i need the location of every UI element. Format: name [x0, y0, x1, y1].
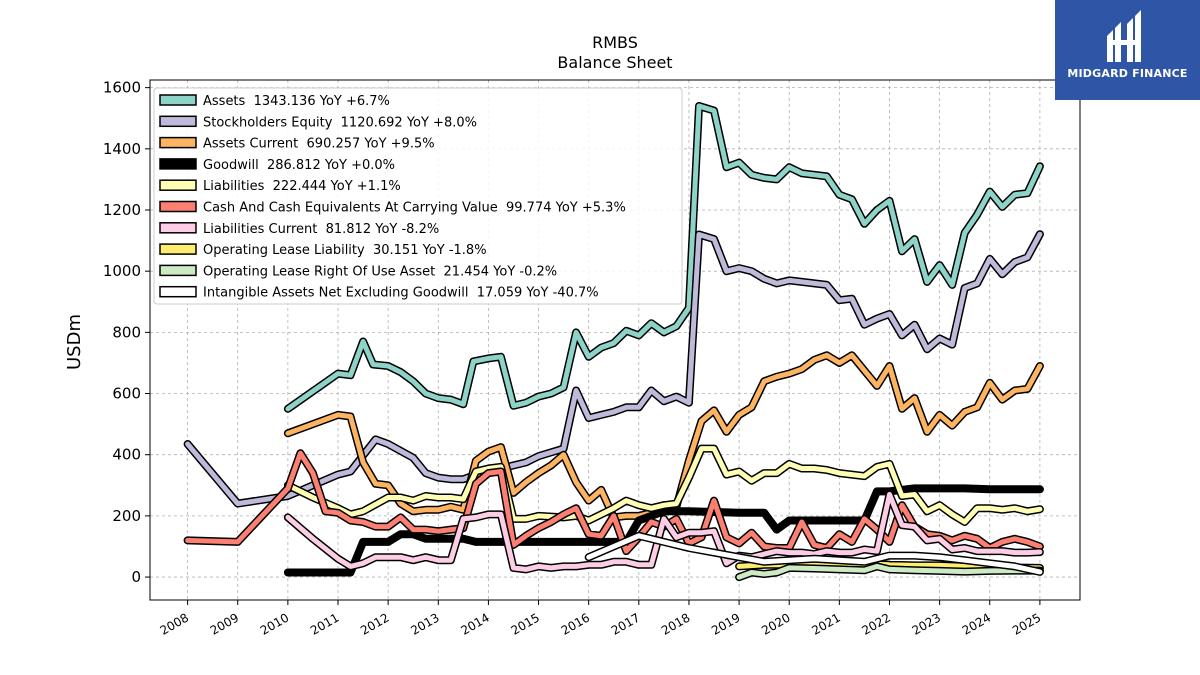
series-line-outline: [283, 351, 1044, 522]
series-line: [736, 563, 1043, 580]
x-tick-label: 2023: [910, 610, 943, 637]
series-line: [285, 446, 1043, 525]
x-tick-label: 2016: [559, 610, 592, 637]
x-tick-label: 2019: [709, 610, 742, 637]
y-tick-label: 1200: [103, 201, 141, 219]
legend-swatch: [159, 285, 197, 298]
x-tick-label: 2018: [659, 610, 692, 637]
y-tick-label: 1400: [103, 140, 141, 158]
legend-swatch: [159, 243, 197, 255]
plot-frame: [149, 79, 1081, 601]
x-tick-label: 2015: [509, 610, 542, 637]
y-tick-label: 800: [112, 323, 141, 341]
legend-swatch: [159, 264, 197, 277]
chart-title: RMBS: [592, 33, 638, 52]
x-tick-label: 2009: [208, 610, 241, 637]
x-tick-label: 2013: [408, 610, 441, 637]
series-line: [285, 103, 1043, 412]
series-line: [285, 492, 1043, 572]
y-axis-ticks: 0 200 400 600 800 1000 1200 1400 1600: [103, 79, 150, 586]
series-line: [185, 231, 1043, 507]
logo-mark-icon: [1107, 10, 1141, 62]
legend-swatch: [159, 222, 197, 234]
legend-label: Goodwill 286.812 YoY +0.0%: [203, 158, 395, 173]
legend-frame: [153, 87, 683, 305]
legend-label: Operating Lease Right Of Use Asset 21.45…: [203, 264, 557, 279]
x-tick-label: 2010: [258, 610, 291, 637]
y-tick-label: 1000: [103, 262, 141, 280]
logo-text: MIDGARD FINANCE: [1067, 67, 1188, 80]
y-axis-label: USDm: [64, 314, 85, 370]
legend-swatch: [159, 158, 197, 170]
x-tick-label: 2024: [960, 610, 993, 637]
legend-swatch: [159, 115, 197, 128]
legend-label: Cash And Cash Equivalents At Carrying Va…: [203, 201, 626, 216]
y-tick-label: 0: [131, 568, 141, 586]
x-tick-label: 2012: [358, 610, 391, 637]
legend-label: Intangible Assets Net Excluding Goodwill…: [203, 286, 599, 301]
legend-label: Operating Lease Liability 30.151 YoY -1.…: [203, 243, 487, 258]
legend-label: Assets Current 690.257 YoY +9.5%: [203, 137, 435, 152]
legend-swatch: [159, 94, 197, 106]
y-tick-label: 400: [112, 446, 141, 464]
legend-label: Assets 1343.136 YoY +6.7%: [203, 94, 390, 109]
brand-logo: MIDGARD FINANCE: [1055, 0, 1200, 100]
legend-label: Stockholders Equity 1120.692 YoY +8.0%: [203, 115, 477, 130]
x-tick-label: 2025: [1010, 610, 1043, 637]
legend-label: Liabilities 222.444 YoY +1.1%: [203, 179, 401, 194]
legend: Assets 1343.136 YoY +6.7% Stockholders Eq…: [153, 87, 683, 305]
legend-swatch: [159, 136, 197, 149]
y-tick-label: 200: [112, 507, 141, 525]
series-line: [285, 352, 1043, 520]
legend-swatch: [159, 179, 197, 191]
x-tick-label: 2020: [759, 610, 792, 637]
series-line: [185, 450, 1043, 554]
x-tick-label: 2008: [158, 610, 191, 637]
x-tick-label: 2011: [308, 610, 341, 637]
series-lines: [183, 102, 1044, 582]
x-tick-label: 2022: [860, 610, 893, 637]
series-line-outline: [283, 484, 1044, 577]
x-tick-label: 2014: [458, 610, 491, 637]
x-axis-ticks: 2008 2009 2010 2011 2012 2013 2014 2015 2016 2017…: [158, 600, 1043, 638]
x-tick-label: 2021: [809, 610, 842, 637]
chart-subtitle: Balance Sheet: [557, 53, 673, 72]
x-tick-label: 2017: [609, 610, 642, 637]
legend-swatch: [159, 200, 197, 213]
y-tick-label: 1600: [103, 79, 141, 97]
legend-label: Liabilities Current 81.812 YoY -8.2%: [203, 222, 439, 237]
series-line: [586, 533, 1043, 575]
y-tick-label: 600: [112, 385, 141, 403]
